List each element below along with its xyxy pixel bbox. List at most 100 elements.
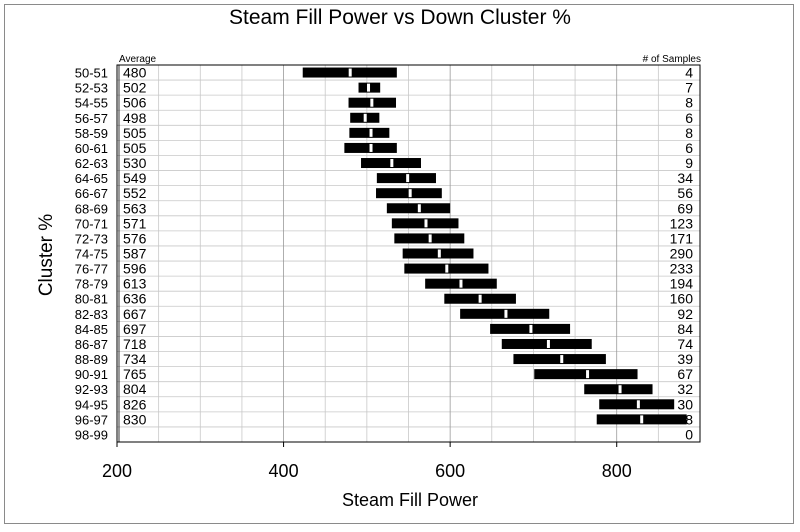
average-marker [417, 204, 421, 213]
sample-count: 8 [685, 125, 693, 141]
category-label: 84-85 [75, 322, 108, 337]
sample-count: 39 [677, 351, 693, 367]
category-label: 86-87 [75, 337, 108, 352]
plot-border [116, 64, 701, 443]
category-label: 56-57 [75, 111, 108, 126]
range-bar [599, 399, 675, 410]
average-marker [478, 294, 482, 303]
average-value: 530 [123, 155, 147, 171]
sample-count: 4 [685, 65, 693, 81]
average-marker [390, 159, 394, 168]
category-label: 94-95 [75, 397, 108, 412]
sample-count: 123 [670, 215, 694, 231]
category-label: 72-73 [75, 231, 108, 246]
y-axis-label: Cluster % [36, 214, 57, 296]
category-label: 76-77 [75, 262, 108, 277]
x-axis-label: Steam Fill Power [342, 490, 478, 510]
average-marker [445, 264, 449, 273]
range-bar [534, 369, 638, 380]
average-marker [529, 324, 533, 333]
category-label: 50-51 [75, 66, 108, 81]
average-value: 718 [123, 336, 147, 352]
x-tick-label: 200 [102, 461, 132, 481]
average-marker [586, 370, 590, 379]
average-marker [437, 249, 441, 258]
average-value: 502 [123, 80, 147, 96]
average-value: 826 [123, 396, 147, 412]
sample-count: 290 [670, 246, 694, 262]
average-marker [428, 234, 432, 243]
range-bar [349, 127, 390, 138]
average-marker [369, 143, 373, 152]
average-marker [618, 385, 622, 394]
sample-count: 233 [670, 261, 694, 277]
average-marker [504, 309, 508, 318]
average-value: 587 [123, 246, 147, 262]
sample-count: 32 [677, 381, 693, 397]
average-marker [424, 219, 428, 228]
category-label: 54-55 [75, 96, 108, 111]
sample-count: 0 [685, 426, 693, 442]
average-marker [408, 189, 412, 198]
average-value: 830 [123, 411, 147, 427]
average-value: 667 [123, 306, 147, 322]
average-value: 505 [123, 125, 147, 141]
category-label: 70-71 [75, 216, 108, 231]
category-label: 62-63 [75, 156, 108, 171]
sample-count: 194 [670, 276, 694, 292]
chart-title: Steam Fill Power vs Down Cluster % [229, 6, 571, 29]
range-bar [501, 338, 592, 349]
category-label: 92-93 [75, 382, 108, 397]
average-value: 636 [123, 291, 147, 307]
average-marker [560, 355, 564, 364]
average-marker [348, 68, 352, 77]
average-marker [367, 83, 371, 92]
sample-count: 6 [685, 140, 693, 156]
sample-count: 92 [677, 306, 693, 322]
category-label: 58-59 [75, 126, 108, 141]
samples-header: # of Samples [643, 54, 701, 65]
average-marker [640, 415, 644, 424]
sample-count: 6 [685, 110, 693, 126]
sample-count: 84 [677, 321, 693, 337]
average-value: 552 [123, 185, 147, 201]
range-bar [584, 384, 653, 395]
category-label: 96-97 [75, 412, 108, 427]
category-label: 68-69 [75, 201, 108, 216]
average-marker [546, 339, 550, 348]
range-bar [513, 354, 606, 365]
category-label: 64-65 [75, 171, 108, 186]
sample-count: 9 [685, 155, 693, 171]
category-label: 82-83 [75, 307, 108, 322]
sample-count: 67 [677, 366, 693, 382]
average-value: 506 [123, 95, 147, 111]
average-value: 571 [123, 215, 147, 231]
category-label: 98-99 [75, 427, 108, 442]
category-label: 78-79 [75, 277, 108, 292]
category-label: 88-89 [75, 352, 108, 367]
average-value: 697 [123, 321, 147, 337]
average-value: 505 [123, 140, 147, 156]
category-label: 90-91 [75, 367, 108, 382]
average-marker [369, 128, 373, 137]
average-value: 734 [123, 351, 147, 367]
average-marker [363, 113, 367, 122]
category-label: 66-67 [75, 186, 108, 201]
sample-count: 171 [670, 230, 694, 246]
average-marker [636, 400, 640, 409]
average-value: 765 [123, 366, 147, 382]
chart-frame [4, 4, 794, 524]
average-value: 576 [123, 230, 147, 246]
average-value: 498 [123, 110, 147, 126]
category-label: 80-81 [75, 292, 108, 307]
sample-count: 160 [670, 291, 694, 307]
average-marker [459, 279, 463, 288]
average-value: 563 [123, 200, 147, 216]
average-header: Average [119, 54, 157, 65]
sample-count: 8 [685, 95, 693, 111]
average-marker [370, 98, 374, 107]
average-value: 596 [123, 261, 147, 277]
x-tick-label: 400 [269, 461, 299, 481]
